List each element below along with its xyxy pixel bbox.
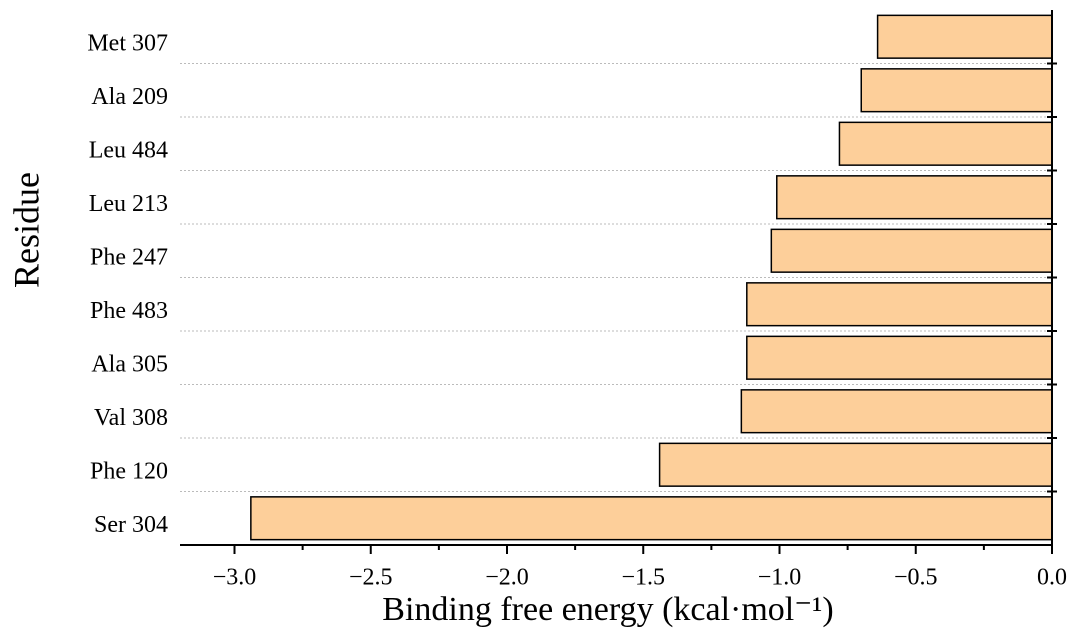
bar (740, 389, 1053, 434)
bar (838, 121, 1053, 166)
x-axis-title: Binding free energy (kcal·mol⁻¹) (382, 591, 833, 628)
y-tick-label: Ala 305 (91, 351, 168, 377)
x-tick-label: −1.0 (758, 565, 802, 591)
x-tick-label: −2.5 (349, 565, 393, 591)
y-tick-label: Leu 213 (89, 191, 168, 217)
bar (876, 14, 1053, 59)
y-tick-label: Phe 483 (90, 298, 168, 324)
x-tick-label: −0.5 (894, 565, 938, 591)
bar (770, 228, 1053, 273)
y-axis-title: Residue (6, 172, 46, 288)
bar (860, 68, 1053, 113)
y-tick-label: Met 307 (87, 30, 168, 56)
bar (746, 282, 1053, 327)
x-tick-label: 0.0 (1037, 565, 1067, 591)
x-tick-label: −3.0 (213, 565, 257, 591)
x-tick-label: −2.0 (485, 565, 529, 591)
y-tick-label: Leu 484 (89, 137, 168, 163)
bar (250, 496, 1053, 541)
y-tick-label: Phe 120 (90, 458, 168, 484)
y-tick-label: Ala 209 (91, 84, 168, 110)
y-tick-label: Val 308 (94, 405, 168, 431)
bar (658, 442, 1053, 487)
x-tick-label: −1.5 (621, 565, 665, 591)
y-tick-label: Ser 304 (94, 512, 168, 538)
bar (776, 175, 1053, 220)
y-tick-label: Phe 247 (90, 244, 168, 270)
bar (746, 335, 1053, 380)
